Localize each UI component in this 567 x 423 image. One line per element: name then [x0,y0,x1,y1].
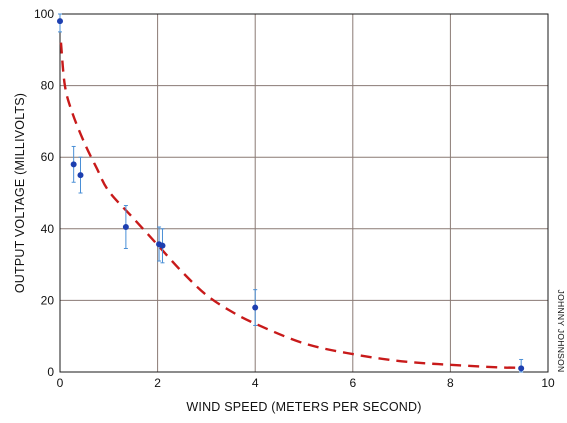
data-point [77,172,84,179]
error-bars [58,13,524,373]
x-tick-label: 6 [349,376,356,390]
data-point [252,304,259,311]
data-point [122,224,129,231]
y-tick-label: 40 [41,222,55,236]
credit-label: JOHNNY JOHNSON [556,290,566,373]
data-point [70,161,77,168]
fit-curve [59,42,519,369]
y-tick-label: 80 [41,79,55,93]
data-point [57,18,63,25]
x-tick-label: 4 [252,376,259,390]
grid-lines [59,13,549,373]
x-tick-label: 8 [447,376,454,390]
plot-frame [59,13,549,373]
x-axis-label: WIND SPEED (METERS PER SECOND) [186,400,421,414]
y-axis-label: OUTPUT VOLTAGE (MILLIVOLTS) [13,93,27,293]
data-point [159,242,166,249]
x-tick-label: 2 [154,376,161,390]
x-tick-label: 0 [57,376,64,390]
y-tick-labels: 0 20 40 60 80 100 [34,7,54,379]
y-tick-label: 0 [47,365,54,379]
y-tick-label: 60 [41,150,55,164]
x-tick-labels: 0 2 4 6 8 10 [57,376,555,390]
x-tick-label: 10 [541,376,555,390]
y-tick-label: 20 [41,293,55,307]
y-tick-label: 100 [34,7,54,21]
data-point [518,365,525,372]
data-points [57,18,525,372]
